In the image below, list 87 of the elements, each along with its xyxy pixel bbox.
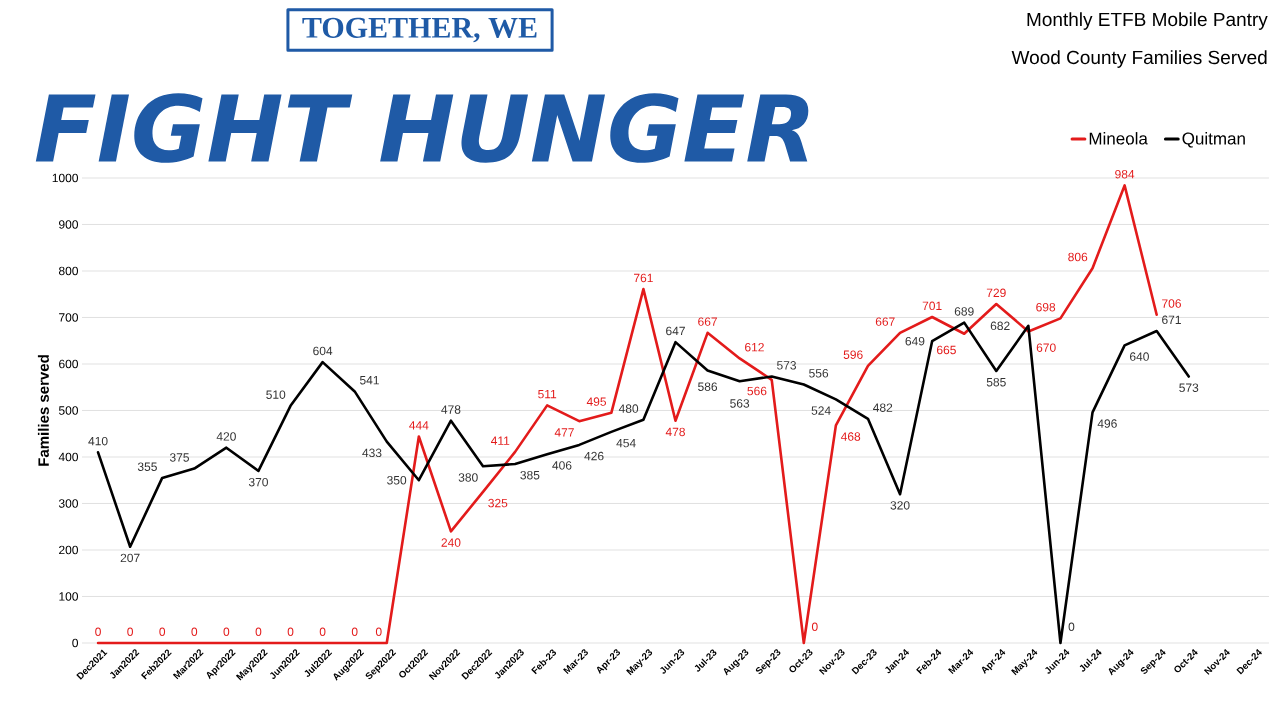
data-label: 478	[665, 427, 685, 437]
y-tick-label: 200	[59, 545, 79, 555]
y-tick-label: 500	[58, 406, 79, 415]
data-label: 478	[441, 405, 461, 414]
data-label: 370	[248, 477, 268, 487]
data-label: 375	[169, 453, 189, 462]
data-label: 524	[811, 406, 831, 415]
data-label: 667	[875, 317, 895, 326]
data-label: 586	[698, 382, 718, 391]
data-label: 411	[491, 436, 510, 445]
y-tick-label: 1000	[52, 173, 79, 183]
data-label: 671	[1162, 315, 1181, 325]
y-tick-label: 300	[58, 499, 79, 508]
data-label: 0	[287, 627, 294, 637]
chart-title: Monthly ETFB Mobile Pantry	[1027, 12, 1268, 30]
data-label: 385	[520, 470, 540, 480]
data-label: 0	[811, 622, 818, 632]
data-label: 468	[840, 432, 861, 441]
data-label: 701	[922, 301, 942, 311]
data-label: 647	[666, 326, 685, 336]
data-label: 984	[1115, 169, 1135, 179]
data-label: 477	[554, 428, 574, 437]
data-label: 573	[777, 361, 797, 370]
data-label: 420	[216, 432, 236, 441]
data-label: 0	[95, 627, 101, 637]
data-label: 806	[1068, 252, 1088, 262]
data-label: 406	[552, 461, 572, 470]
data-label: 566	[747, 386, 767, 396]
data-label: 649	[905, 336, 925, 346]
y-tick-label: 100	[59, 592, 79, 601]
y-tick-label: 400	[58, 452, 79, 462]
data-label: 761	[634, 273, 653, 283]
chart-subtitle: Wood County Families Served	[1011, 50, 1267, 68]
data-label: 426	[584, 451, 604, 461]
data-label: 0	[127, 627, 134, 637]
data-label: 556	[809, 369, 829, 378]
data-label: 689	[954, 307, 974, 316]
data-label: 585	[986, 377, 1006, 387]
data-label: 640	[1130, 352, 1149, 361]
data-label: 0	[319, 627, 326, 637]
legend-label: Mineola	[1089, 132, 1148, 145]
y-tick-label: 0	[72, 638, 79, 648]
text: FIGHT HUNGER	[35, 93, 809, 163]
data-label: 207	[120, 553, 140, 563]
data-label: 706	[1162, 299, 1181, 308]
data-label: 667	[698, 317, 717, 326]
data-label: 698	[1036, 302, 1056, 312]
data-label: 563	[730, 399, 750, 408]
data-label: 0	[159, 627, 166, 637]
data-label: 410	[88, 436, 108, 446]
y-tick-label: 900	[59, 220, 79, 229]
y-axis-title: Families served	[37, 355, 49, 466]
data-label: 496	[1097, 419, 1117, 428]
data-label: 0	[255, 627, 262, 637]
data-label: 320	[890, 501, 910, 510]
data-label: 573	[1179, 383, 1199, 392]
data-label: 0	[351, 627, 358, 637]
y-tick-label: 800	[58, 266, 79, 276]
data-label: 482	[873, 403, 893, 412]
data-label: 511	[538, 389, 557, 399]
data-label: 454	[616, 438, 636, 448]
data-label: 510	[266, 390, 286, 399]
data-label: 495	[586, 397, 607, 406]
data-label: 355	[137, 462, 157, 471]
y-tick-label: 700	[59, 313, 79, 322]
data-label: 350	[387, 475, 407, 485]
data-label: 665	[937, 345, 956, 355]
data-label: 325	[488, 498, 508, 508]
data-label: 0	[191, 627, 198, 637]
data-label: 380	[458, 473, 478, 482]
text: TOGETHER, WE	[302, 17, 537, 43]
data-label: 433	[362, 448, 382, 458]
data-label: 0	[1068, 622, 1075, 632]
legend-label: Quitman	[1182, 132, 1245, 148]
data-label: 670	[1036, 343, 1056, 352]
data-label: 480	[618, 404, 639, 413]
data-label: 444	[409, 421, 429, 430]
data-label: 729	[986, 288, 1006, 298]
data-label: 0	[375, 627, 382, 637]
y-tick-label: 600	[59, 359, 79, 369]
data-label: 0	[223, 627, 230, 637]
data-label: 612	[745, 342, 764, 352]
data-label: 682	[990, 321, 1010, 331]
data-label: 604	[313, 346, 333, 356]
data-label: 541	[359, 376, 379, 385]
data-label: 596	[843, 350, 863, 359]
data-label: 240	[441, 538, 461, 547]
